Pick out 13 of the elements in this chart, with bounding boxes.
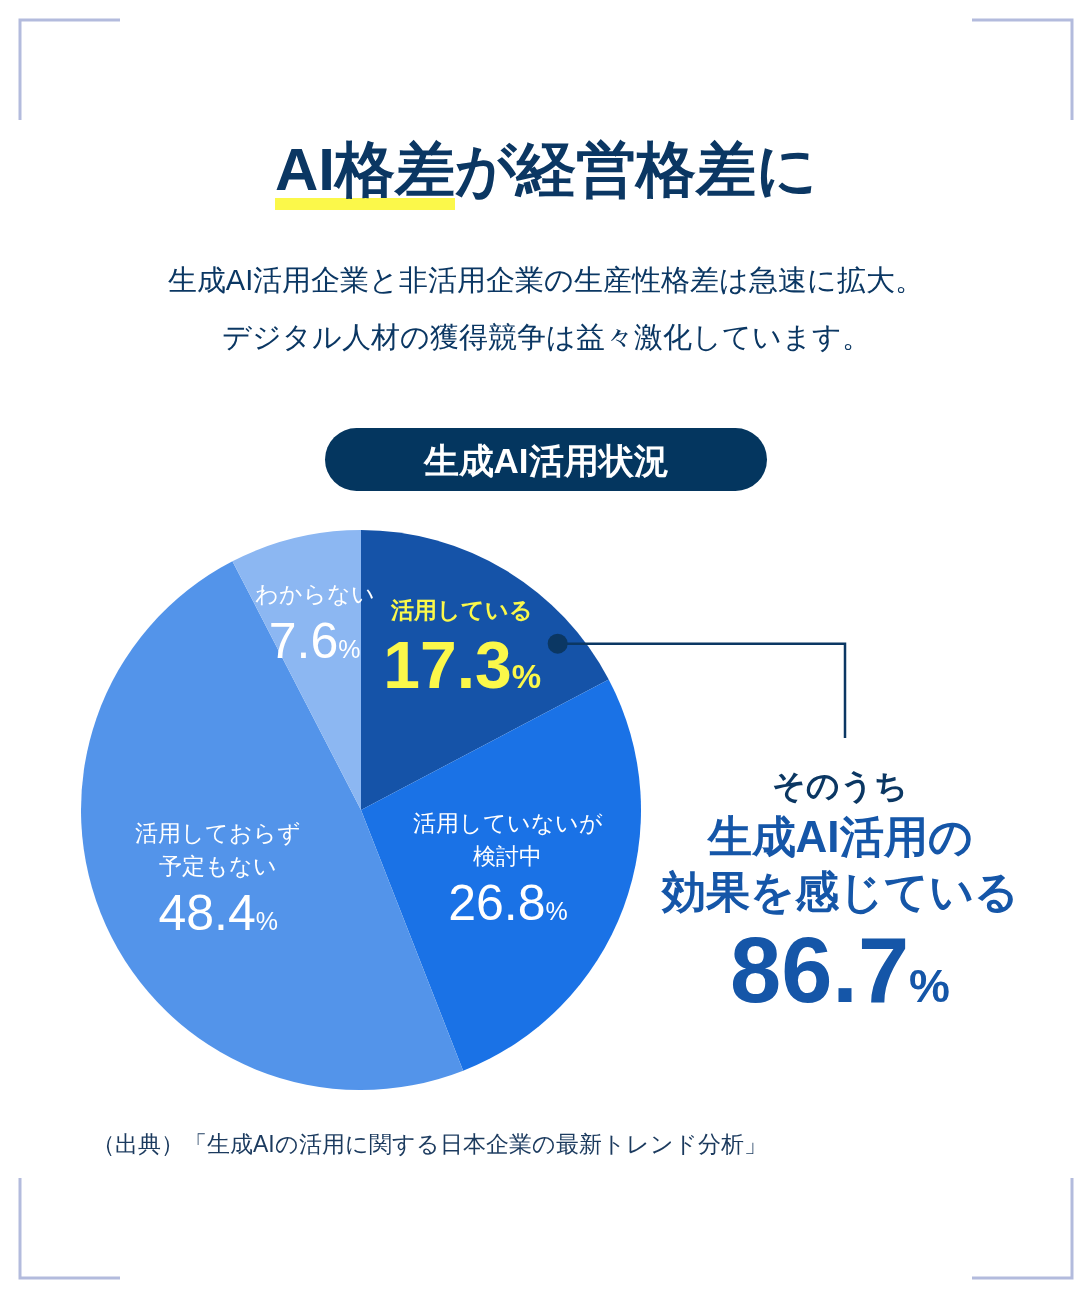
chart-subtitle: 生成AI活用企業と非活用企業の生産性格差は急速に拡大。デジタル人材の獲得競争は益々激化しています。 bbox=[167, 264, 925, 353]
text: そのうち生成AI活用の効果を感じている86.7% bbox=[661, 767, 1019, 1021]
text: （出典）「生成AIの活用に関する日本企業の最新トレンド分析」 bbox=[92, 1131, 767, 1157]
chart-title: AI格差が経営格差に bbox=[275, 136, 817, 203]
slice-label: 活用しておらず予定もない bbox=[135, 819, 302, 879]
data-label: 26.8% bbox=[448, 874, 568, 931]
slice-label: 活用している bbox=[390, 596, 534, 623]
slice-label: わからない bbox=[254, 581, 375, 608]
text: 生成AI活用状況 bbox=[422, 441, 669, 480]
data-label: 17.3% bbox=[383, 627, 542, 702]
slice-label: 活用していないが検討中 bbox=[412, 809, 603, 869]
data-label: 7.6% bbox=[268, 613, 361, 670]
data-label: 48.4% bbox=[158, 884, 278, 941]
